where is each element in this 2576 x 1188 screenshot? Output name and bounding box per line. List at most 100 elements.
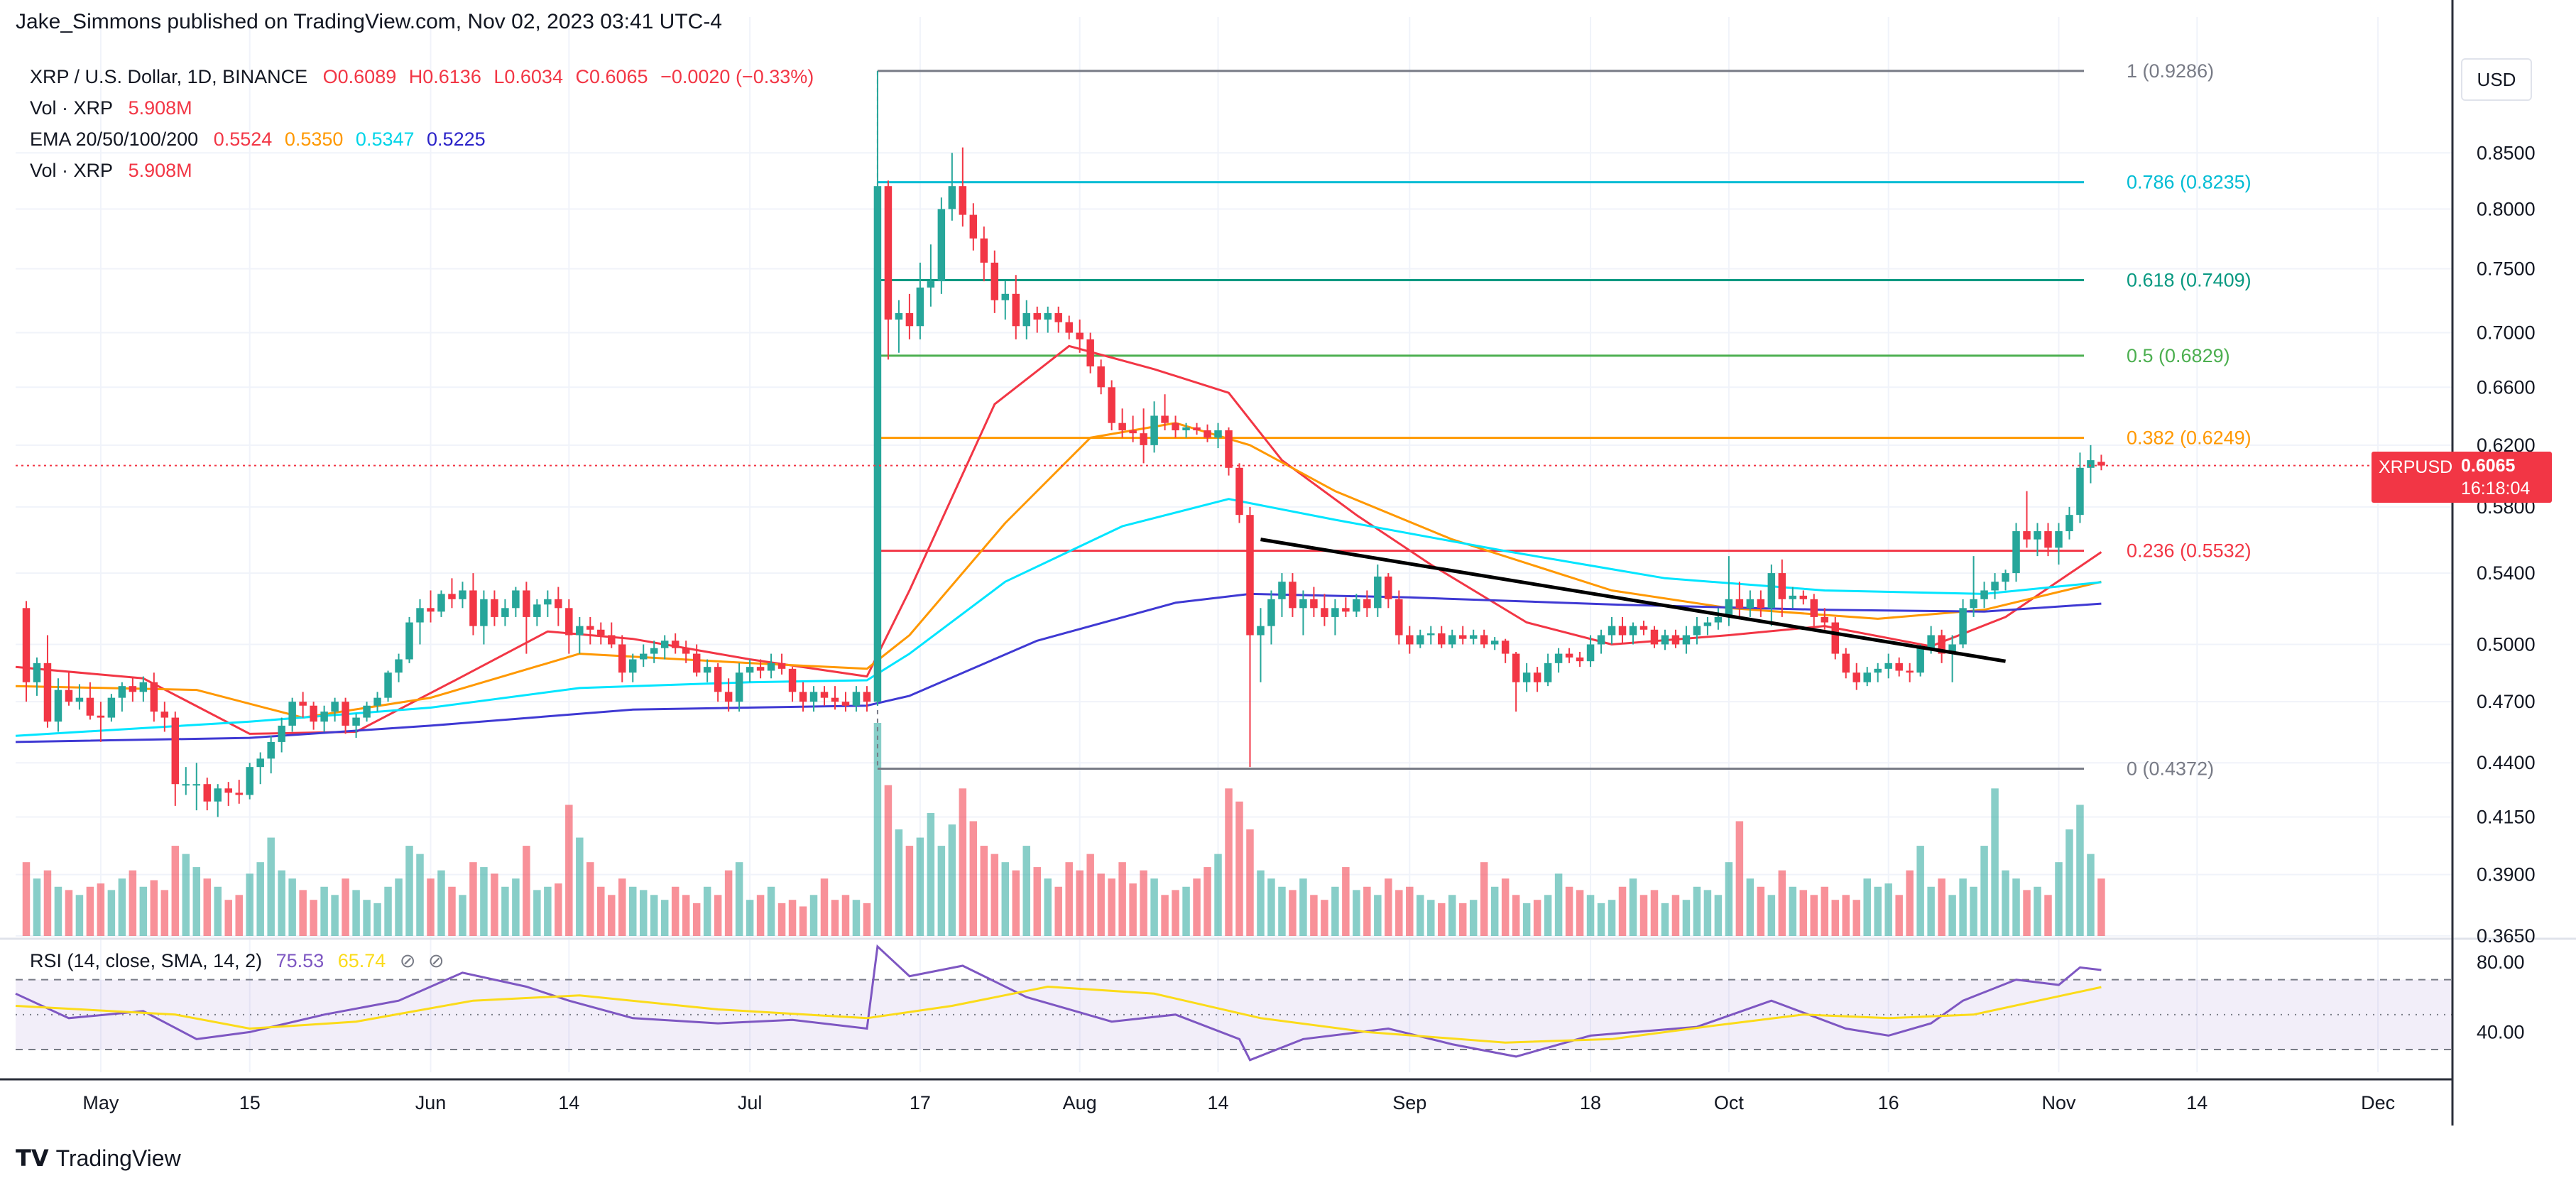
price-tick-label: 0.3650: [2477, 925, 2536, 947]
candle-body: [2044, 531, 2052, 548]
eye-off-icon[interactable]: ⊘: [427, 950, 444, 971]
candle-body: [1618, 626, 1627, 636]
candle-body: [1863, 672, 1871, 682]
volume-bar: [278, 870, 285, 936]
volume-bar: [1608, 900, 1616, 936]
candle-body: [501, 608, 509, 617]
candle-body: [384, 672, 392, 698]
candle-body: [1522, 672, 1531, 682]
price-tick-label: 0.5000: [2477, 633, 2536, 655]
candle-body: [1427, 633, 1435, 636]
candle-body: [1810, 599, 1818, 617]
candle-body: [1001, 293, 1010, 300]
candle-body: [927, 281, 935, 288]
volume-bar: [777, 903, 786, 936]
candle-body: [746, 667, 754, 673]
trendline-drawing[interactable]: [1260, 538, 2006, 663]
candle-body: [1884, 663, 1892, 669]
volume-bar: [1353, 890, 1360, 936]
price-tick-label: 0.4700: [2477, 691, 2536, 712]
volume-bar: [1129, 883, 1137, 936]
rsi-legend[interactable]: RSI (14, close, SMA, 14, 2) 75.53 65.74 …: [30, 950, 452, 972]
volume-bar: [980, 846, 988, 936]
candle-body: [703, 667, 711, 673]
volume-bar: [1522, 903, 1531, 936]
volume-bar: [682, 895, 690, 936]
eye-off-icon[interactable]: ⊘: [399, 950, 416, 971]
volume-bar: [1225, 788, 1233, 936]
candle-body: [1310, 599, 1318, 609]
volume-bar: [1948, 895, 1956, 936]
volume-bar: [320, 886, 328, 936]
candle-body: [767, 663, 775, 671]
currency-button[interactable]: USD: [2461, 58, 2532, 101]
volume-bar: [671, 886, 680, 936]
candle-body: [1970, 599, 1977, 609]
rsi-value: 75.53: [275, 950, 324, 971]
volume-bar: [2002, 870, 2009, 936]
candle-body: [1118, 423, 1126, 430]
candle-body: [1703, 622, 1712, 626]
candle-body: [1959, 608, 1967, 645]
candle-body: [980, 238, 988, 263]
volume-bar: [373, 903, 381, 936]
candle-body: [1086, 339, 1094, 366]
candle-body: [54, 690, 62, 722]
volume-bar: [405, 846, 413, 936]
fib-level-label: 0.236 (0.5532): [2127, 540, 2252, 562]
legend-ema-row[interactable]: EMA 20/50/100/200 0.5524 0.5350 0.5347 0…: [30, 124, 821, 155]
candle-body: [533, 604, 541, 617]
legend-change: −0.0020 (−0.33%): [660, 66, 814, 87]
legend-symbol-row[interactable]: XRP / U.S. Dollar, 1D, BINANCE O0.6089 H…: [30, 61, 821, 92]
volume-bar: [363, 900, 371, 936]
fib-level-label: 0.786 (0.8235): [2127, 172, 2252, 193]
volume-bar: [2023, 890, 2031, 936]
volume-bar: [1714, 895, 1723, 936]
candle-body: [544, 599, 552, 605]
candle-body: [1480, 635, 1488, 645]
volume-bar: [767, 886, 775, 936]
candle-body: [1406, 635, 1414, 645]
candle-body: [692, 653, 701, 673]
candle-body: [948, 186, 956, 209]
candle-body: [1235, 467, 1243, 516]
candle-body: [608, 635, 616, 645]
tradingview-brand[interactable]: 𝗧𝗩 TradingView: [16, 1145, 181, 1172]
volume-bar: [969, 821, 978, 936]
volume-bar: [1204, 867, 1211, 936]
candle-body: [1714, 616, 1723, 623]
legend-ema20: 0.5524: [213, 129, 273, 150]
volume-bar: [916, 837, 924, 936]
last-price-value: 0.6065: [2461, 456, 2516, 476]
fib-level-label: 0 (0.4372): [2127, 758, 2214, 780]
candle-body: [1022, 312, 1031, 327]
candle-body: [1289, 582, 1297, 609]
volume-bar: [1331, 886, 1339, 936]
candle-body: [1533, 672, 1541, 682]
main-legend: XRP / U.S. Dollar, 1D, BINANCE O0.6089 H…: [30, 61, 821, 186]
candle-body: [2012, 531, 2020, 574]
volume-bar: [1235, 801, 1243, 936]
volume-bar: [1458, 903, 1467, 936]
candle-body: [1501, 641, 1510, 654]
volume-bar: [469, 862, 477, 936]
volume-bar: [1725, 862, 1733, 936]
candle-body: [1054, 312, 1062, 322]
legend-symbol: XRP / U.S. Dollar, 1D, BINANCE: [30, 66, 308, 87]
time-tick-label: 15: [239, 1092, 261, 1113]
legend-volume-row-2[interactable]: Vol · XRP 5.908M: [30, 155, 821, 186]
legend-volume-row[interactable]: Vol · XRP 5.908M: [30, 92, 821, 124]
volume-bar: [256, 862, 264, 936]
candle-body: [491, 599, 498, 617]
time-tick-label: Dec: [2361, 1092, 2395, 1113]
candle-body: [2034, 531, 2041, 540]
rsi-sma-value: 65.74: [337, 950, 386, 971]
volume-bar: [2065, 829, 2073, 936]
publisher-caption: Jake_Simmons published on TradingView.co…: [16, 10, 722, 33]
volume-bar: [2076, 805, 2084, 936]
axes: 0.85000.80000.75000.70000.66000.62000.58…: [0, 0, 2536, 1126]
fibonacci-retracement[interactable]: 1 (0.9286) 0.786 (0.8235) 0.618 (0.7409) 0.…: [876, 60, 2252, 780]
volume-bar: [1044, 878, 1052, 936]
volume-bar: [501, 886, 509, 936]
